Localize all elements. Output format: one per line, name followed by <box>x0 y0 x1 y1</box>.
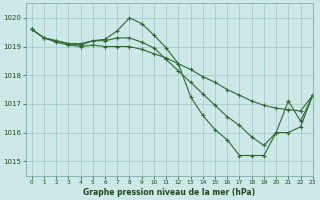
X-axis label: Graphe pression niveau de la mer (hPa): Graphe pression niveau de la mer (hPa) <box>83 188 255 197</box>
